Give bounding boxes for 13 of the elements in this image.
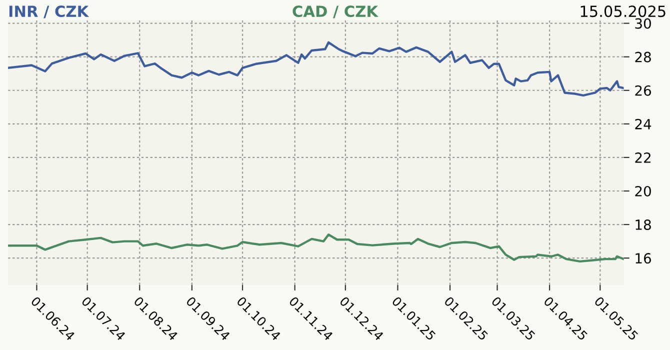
y-tick-label: 18 <box>636 220 651 230</box>
line-series <box>8 41 624 97</box>
text: 15.05.2025 <box>580 6 666 18</box>
y-tick-label: 16 <box>636 253 651 264</box>
y-tick-label: 20 <box>635 186 651 196</box>
y-tick-label: 30 <box>635 18 651 29</box>
y-tick-label: 28 <box>635 52 651 62</box>
line-series <box>8 233 624 263</box>
y-tick-label: 22 <box>635 152 650 163</box>
y-tick-label: 26 <box>635 85 651 96</box>
text: CAD / CZK <box>292 6 378 18</box>
text: INR / CZK <box>9 6 90 18</box>
y-tick-label: 24 <box>635 118 652 130</box>
